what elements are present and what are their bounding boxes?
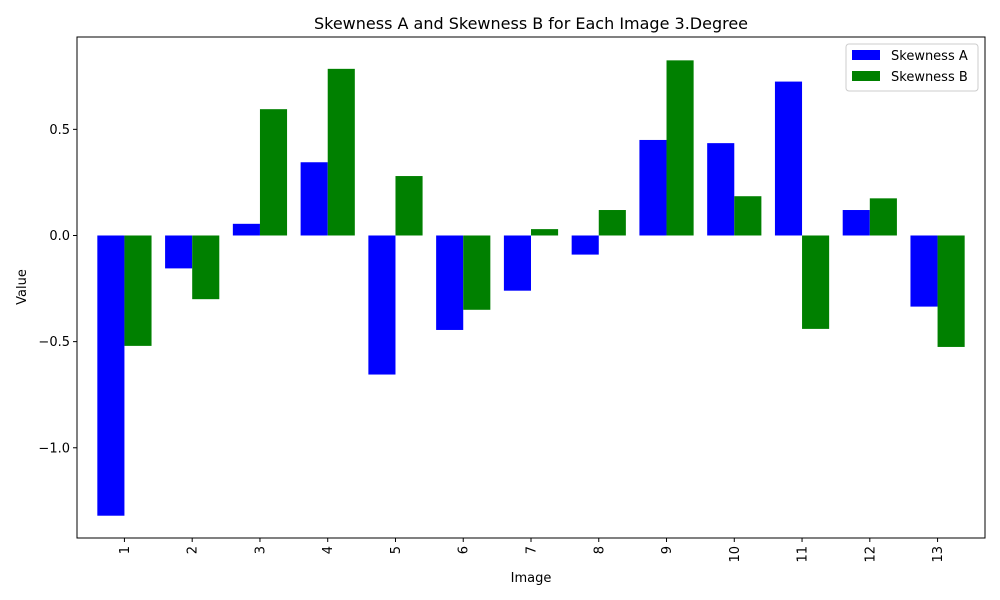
bar-skewness-b-6 — [463, 235, 491, 310]
x-tick-label: 4 — [321, 546, 336, 554]
chart-title: Skewness A and Skewness B for Each Image… — [314, 14, 748, 33]
bar-skewness-a-8 — [571, 235, 599, 255]
bar-skewness-b-4 — [327, 68, 355, 236]
bar-skewness-b-9 — [666, 60, 694, 236]
legend-swatch-skewness-b — [852, 71, 880, 81]
x-axis-label: Image — [511, 571, 552, 586]
y-tick-label: 0.0 — [49, 229, 70, 244]
bar-skewness-a-11 — [774, 81, 803, 236]
legend-swatch-skewness-a — [852, 50, 880, 60]
bar-skewness-a-9 — [639, 139, 667, 236]
legend-label-skewness-a: Skewness A — [891, 49, 968, 64]
x-tick-label: 7 — [525, 546, 540, 554]
x-tick-label: 9 — [660, 546, 675, 554]
bar-skewness-a-6 — [436, 235, 464, 330]
bar-skewness-b-13 — [937, 235, 965, 347]
y-axis: −1.0 −0.5 0.0 0.5 — [38, 123, 77, 456]
legend-label-skewness-b: Skewness B — [891, 70, 968, 85]
bar-skewness-b-12 — [869, 198, 897, 236]
bar-skewness-a-7 — [503, 235, 531, 291]
y-tick-label: −0.5 — [38, 335, 70, 350]
bar-skewness-b-2 — [192, 235, 220, 300]
y-tick-label: 0.5 — [49, 123, 70, 138]
y-axis-label: Value — [15, 269, 30, 305]
x-tick-label: 2 — [186, 546, 201, 554]
x-tick-label: 1 — [118, 546, 133, 554]
bar-skewness-b-5 — [395, 176, 423, 236]
bar-skewness-a-4 — [300, 162, 328, 236]
y-tick-label: −1.0 — [38, 441, 70, 456]
bar-skewness-a-5 — [368, 235, 396, 375]
bar-skewness-b-1 — [124, 235, 152, 346]
bar-skewness-b-8 — [598, 210, 626, 236]
legend: Skewness A Skewness B — [845, 43, 979, 92]
bar-skewness-a-13 — [910, 235, 938, 307]
bar-skewness-a-2 — [165, 235, 193, 269]
x-tick-label: 12 — [863, 546, 878, 563]
x-tick-label: 10 — [728, 546, 743, 563]
bar-skewness-a-1 — [97, 235, 125, 516]
x-tick-label: 3 — [253, 546, 268, 554]
bar-skewness-b-11 — [802, 235, 830, 329]
x-axis: 1 2 3 4 5 6 7 8 9 10 11 12 13 — [118, 538, 946, 563]
x-tick-label: 5 — [389, 546, 404, 554]
x-tick-label: 13 — [931, 546, 946, 563]
bar-skewness-a-10 — [707, 143, 735, 236]
bar-skewness-a-12 — [842, 210, 870, 236]
bars-group — [97, 60, 965, 516]
bar-skewness-b-7 — [531, 229, 559, 236]
bar-skewness-b-3 — [259, 109, 288, 236]
x-tick-label: 11 — [796, 546, 811, 563]
x-tick-label: 8 — [592, 546, 607, 554]
bar-skewness-a-3 — [232, 223, 260, 236]
x-tick-label: 6 — [457, 546, 472, 554]
bar-skewness-b-10 — [734, 196, 762, 236]
